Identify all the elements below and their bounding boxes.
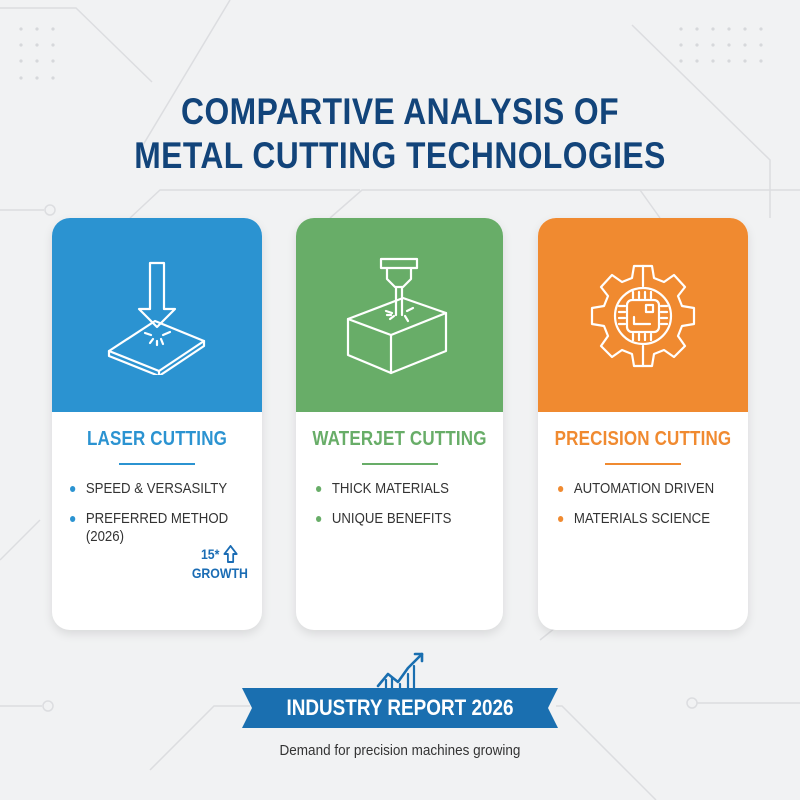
heading-underline — [605, 463, 681, 465]
industry-report-ribbon: INDUSTRY REPORT 2026 — [242, 686, 558, 730]
list-item: MATERIALS SCIENCE — [558, 510, 716, 528]
growth-chart-icon — [376, 652, 424, 690]
list-item: PREFERRED METHOD — [70, 510, 230, 528]
list-item: AUTOMATION DRIVEN — [558, 480, 716, 498]
bullet-dot — [558, 486, 564, 492]
card-header-waterjet — [296, 218, 503, 412]
card-header-precision — [538, 218, 748, 412]
list-item-continuation: (2026) — [85, 528, 124, 545]
ribbon-label: INDUSTRY REPORT 2026 — [286, 695, 514, 720]
bullet-dot — [316, 486, 322, 492]
waterjet-nozzle-block-icon — [346, 257, 447, 375]
page-title: COMPARTIVE ANALYSIS OF METAL CUTTING TEC… — [56, 90, 744, 178]
card-header-laser — [52, 218, 262, 412]
gear-chip-icon — [590, 264, 696, 368]
bullet-dot — [70, 486, 76, 492]
growth-label: GROWTH — [191, 565, 248, 581]
card-heading: LASER CUTTING — [86, 428, 228, 450]
card-precision-cutting: PRECISION CUTTING AUTOMATION DRIVEN MATE… — [538, 218, 748, 630]
bullet-list: SPEED & VERSASILTY PREFERRED METHOD (202… — [70, 480, 252, 558]
ribbon-shape — [242, 688, 558, 728]
bullet-dot — [70, 516, 76, 522]
heading-underline — [361, 463, 438, 465]
title-line-1: COMPARTIVE ANALYSIS OF — [181, 91, 619, 132]
footer-subtitle: Demand for precision machines growing — [279, 742, 521, 759]
growth-badge: 15* GROWTH — [192, 544, 248, 582]
card-heading: PRECISION CUTTING — [554, 428, 732, 450]
list-item: UNIQUE BENEFITS — [316, 510, 472, 528]
bullet-list: AUTOMATION DRIVEN MATERIALS SCIENCE — [558, 480, 738, 540]
bullet-list: THICK MATERIALS UNIQUE BENEFITS — [316, 480, 493, 540]
card-heading: WATERJET CUTTING — [312, 428, 487, 450]
card-waterjet-cutting: WATERJET CUTTING THICK MATERIALS UNIQUE … — [296, 218, 503, 630]
bullet-dot — [316, 516, 322, 522]
up-arrow-icon — [223, 545, 238, 563]
growth-value: 15* — [200, 546, 220, 562]
laser-arrow-plate-icon — [107, 261, 206, 375]
heading-underline — [119, 463, 195, 465]
title-line-2: METAL CUTTING TECHNOLOGIES — [134, 135, 666, 176]
list-item: THICK MATERIALS — [316, 480, 472, 498]
bullet-dot — [558, 516, 564, 522]
card-laser-cutting: LASER CUTTING SPEED & VERSASILTY PREFERR… — [52, 218, 262, 630]
list-item: SPEED & VERSASILTY — [70, 480, 230, 498]
